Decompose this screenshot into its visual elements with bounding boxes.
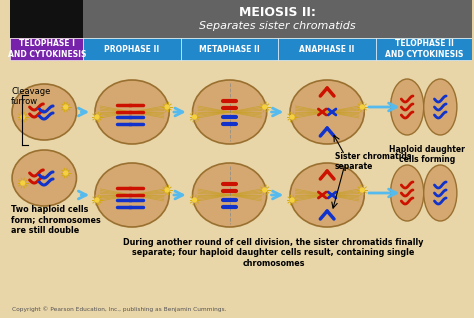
Text: ANAPHASE II: ANAPHASE II [300,45,355,53]
Text: Cleavage
furrow: Cleavage furrow [11,87,50,107]
FancyBboxPatch shape [83,0,473,38]
FancyBboxPatch shape [10,38,83,60]
Circle shape [263,188,267,192]
Ellipse shape [12,150,76,206]
Circle shape [95,115,99,119]
Ellipse shape [192,163,267,227]
Circle shape [95,198,99,202]
Circle shape [263,105,267,109]
Text: Sister chromatids
separate: Sister chromatids separate [335,152,411,171]
Circle shape [165,105,169,109]
Text: PROPHASE II: PROPHASE II [104,45,160,53]
Ellipse shape [290,80,364,144]
Ellipse shape [12,84,76,140]
Ellipse shape [290,163,364,227]
Text: METAPHASE II: METAPHASE II [199,45,260,53]
Circle shape [21,115,25,119]
Text: Copyright © Pearson Education, Inc., publishing as Benjamin Cummings.: Copyright © Pearson Education, Inc., pub… [12,306,227,312]
Circle shape [64,105,68,109]
Ellipse shape [95,80,169,144]
Ellipse shape [391,165,424,221]
Text: TELOPHASE II
AND CYTOKINESIS: TELOPHASE II AND CYTOKINESIS [385,39,464,59]
Circle shape [165,188,169,192]
Circle shape [360,105,364,109]
Text: During another round of cell division, the sister chromatids finally
separate; f: During another round of cell division, t… [123,238,424,268]
Circle shape [290,115,294,119]
Circle shape [64,171,68,175]
Text: MEIOSIS II:: MEIOSIS II: [239,5,316,18]
Ellipse shape [95,163,169,227]
FancyBboxPatch shape [278,38,376,60]
FancyBboxPatch shape [83,38,181,60]
Text: Separates sister chromatids: Separates sister chromatids [199,21,356,31]
Text: TELOPHASE I
AND CYTOKINESIS: TELOPHASE I AND CYTOKINESIS [8,39,86,59]
FancyBboxPatch shape [376,38,473,60]
Text: Two haploid cells
form; chromosomes
are still double: Two haploid cells form; chromosomes are … [11,205,101,235]
Ellipse shape [424,165,457,221]
Circle shape [192,115,196,119]
Circle shape [360,188,364,192]
FancyBboxPatch shape [10,0,83,38]
Ellipse shape [424,79,457,135]
Ellipse shape [192,80,267,144]
Circle shape [21,181,25,185]
FancyBboxPatch shape [181,38,278,60]
Ellipse shape [391,79,424,135]
Circle shape [192,198,196,202]
Circle shape [290,198,294,202]
Text: Haploid daughter
cells forming: Haploid daughter cells forming [389,145,465,164]
